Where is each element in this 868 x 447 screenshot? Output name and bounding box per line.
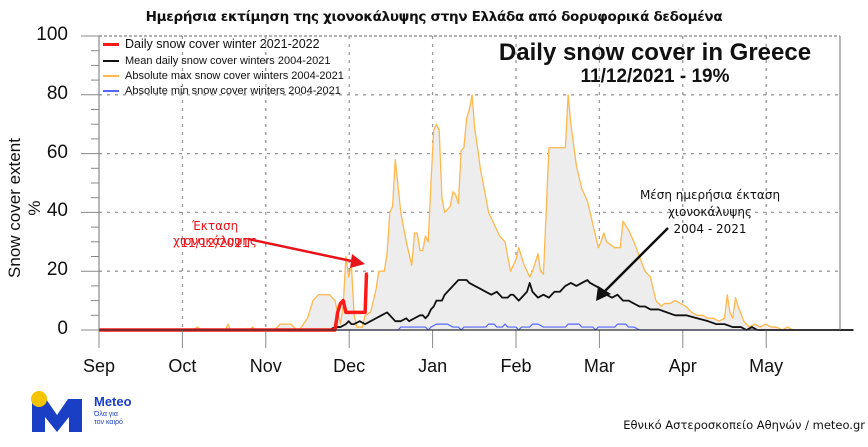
legend-item-daily: Daily snow cover winter 2021-2022 [103, 37, 320, 51]
mean-series-line [99, 279, 854, 331]
y-tick-label: 40 [46, 200, 68, 222]
legend-item-max: Absolute max snow cover winters 2004-202… [103, 70, 344, 82]
x-tick-label: Sep [82, 356, 116, 376]
max-series-line [99, 94, 854, 331]
x-tick-label: May [749, 356, 784, 376]
annotation-mean-line2: χιονοκάλυψης [668, 205, 752, 219]
x-tick-label: Apr [668, 356, 697, 376]
red-arrow-line [247, 237, 357, 264]
x-tick-label: Nov [249, 356, 282, 376]
min-series-line [99, 323, 854, 331]
max-area-fill [99, 94, 854, 330]
logo-m-shape [32, 399, 82, 432]
annotation-mean-line3: 2004 - 2021 [673, 222, 747, 236]
x-tick-label: Jan [418, 356, 448, 376]
max-min-fill [99, 94, 854, 330]
logo-sun-icon [31, 391, 47, 407]
legend-label: Daily snow cover winter 2021-2022 [125, 37, 320, 51]
logo-tagline-1: Όλα για [94, 411, 118, 418]
black-arrow-head [596, 286, 611, 301]
plot-subtitle: 11/12/2021 - 19% [580, 66, 730, 87]
logo-tagline-2: τον καιρό [94, 419, 123, 426]
footer-credit: Εθνικό Αστεροσκοπείο Αθηνών / meteo.gr [623, 418, 865, 432]
plot-title: Daily snow cover in Greece [498, 39, 812, 66]
y-tick-label: 80 [46, 82, 68, 104]
black-arrow-line [603, 227, 669, 293]
red-arrow-head [350, 254, 365, 268]
legend-swatch-red [103, 42, 119, 46]
legend-swatch-orange [103, 75, 119, 77]
chart-header-title: Ημερήσια εκτίμηση της χιονοκάλυψης στην … [145, 9, 723, 25]
annotation-current-line2: 11/12/2021 [180, 236, 250, 250]
legend-label: Absolute max snow cover winters 2004-202… [125, 70, 344, 82]
logo-tagline: Όλα για τον καιρό [94, 411, 134, 427]
legend-swatch-blue [103, 90, 119, 92]
x-tick-label: Oct [168, 356, 197, 376]
annotation-arrows [247, 227, 669, 301]
legend-swatch-black [103, 60, 119, 62]
meteo-logo-mark [31, 391, 82, 432]
annotation-current-line1: Έκταση χιονοκάλυψης [173, 219, 257, 248]
x-tick-label: Dec [333, 356, 366, 376]
legend-item-mean: Mean daily snow cover winters 2004-2021 [103, 55, 330, 67]
y-tick-label: 0 [57, 318, 68, 339]
y-tick-label: 60 [46, 141, 68, 163]
logo-name: Meteo [94, 394, 132, 409]
legend-label: Absolute min snow cover winters 2004-202… [125, 85, 341, 97]
y-tick-label: 20 [46, 259, 68, 281]
y-tick-label: 100 [36, 24, 68, 45]
x-tick-label: Feb [500, 356, 532, 376]
x-tick-label: Mar [583, 356, 615, 376]
legend-label: Mean daily snow cover winters 2004-2021 [125, 55, 331, 67]
legend-item-min: Absolute min snow cover winters 2004-202… [103, 85, 341, 97]
annotation-mean-line1: Μέση ημερήσια έκταση [639, 188, 781, 202]
axes [81, 35, 841, 348]
